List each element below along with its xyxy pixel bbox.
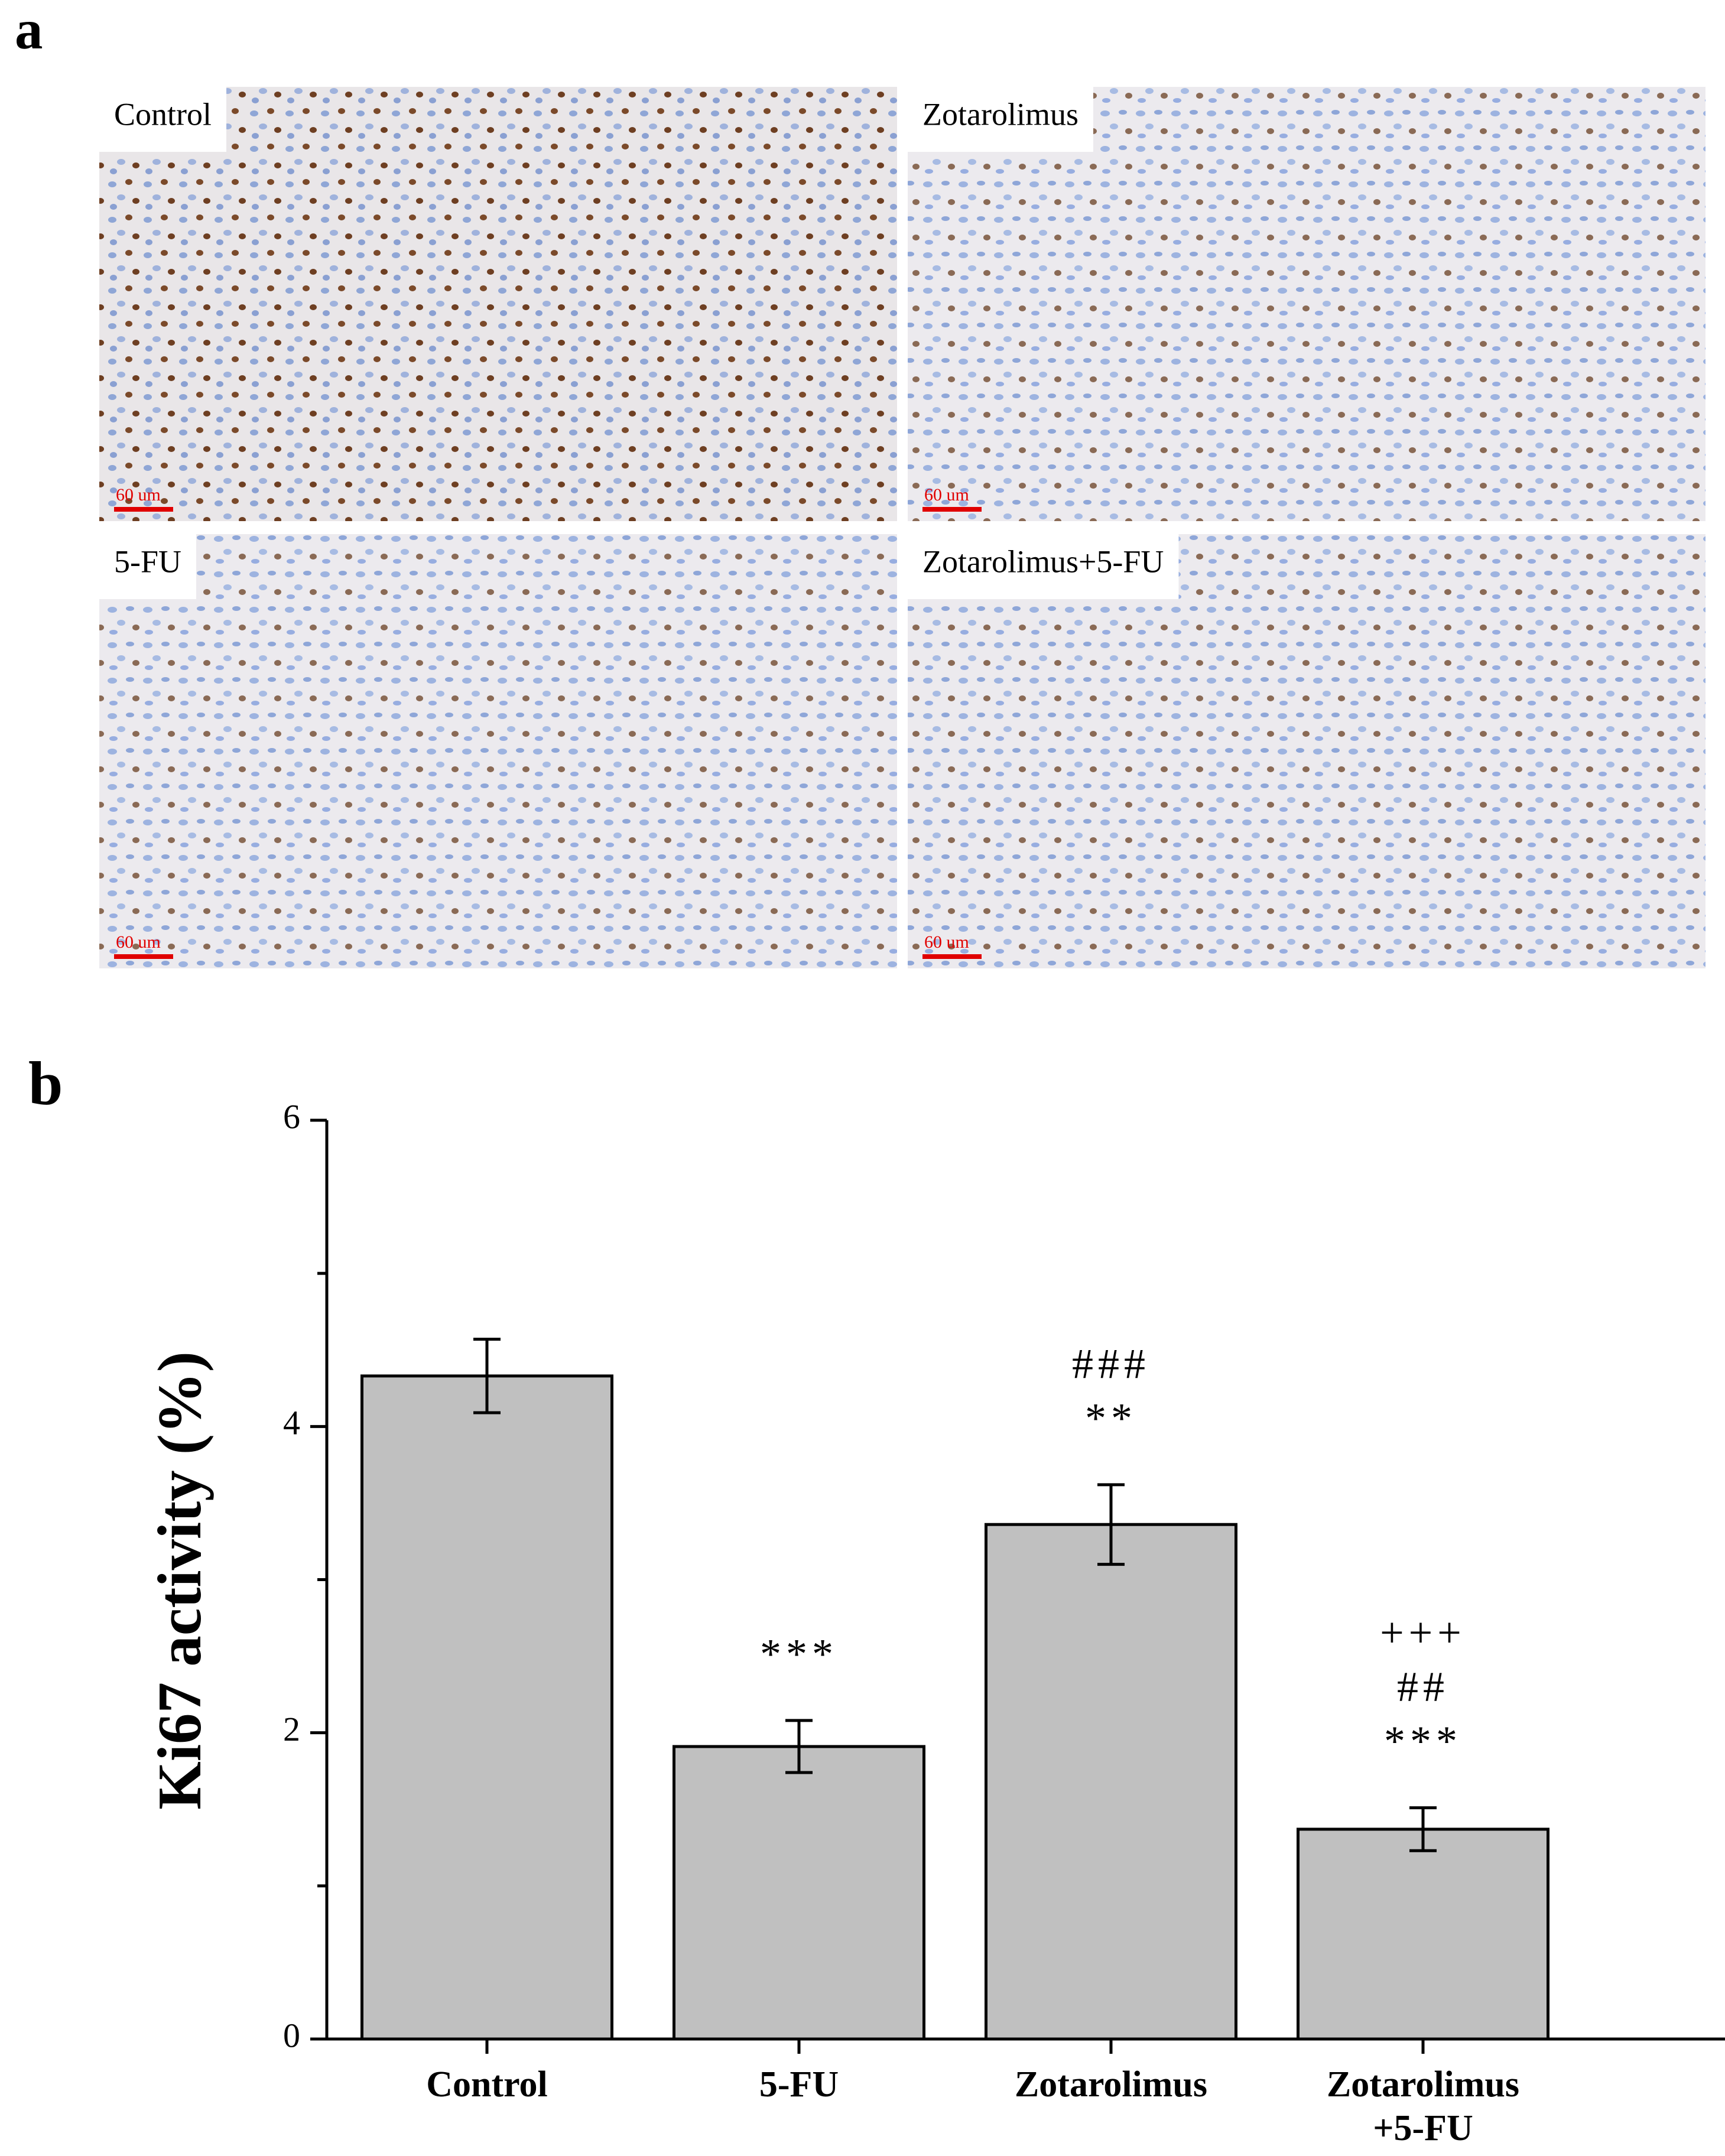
image-label: Zotarolimus+5-FU: [922, 544, 1164, 579]
micrograph: [908, 87, 1705, 521]
significance-mark: ***: [1384, 1718, 1462, 1765]
x-tick-label: Zotarolimus +5-FU: [1326, 2064, 1520, 2148]
x-tick-label: 5-FU: [759, 2064, 839, 2105]
significance-mark: ##: [1397, 1663, 1449, 1711]
micrograph: [908, 534, 1705, 968]
bar: [1297, 1827, 1549, 2041]
label-background: [99, 87, 227, 152]
micrograph: [99, 534, 897, 968]
x-tick-label: Zotarolimus: [1014, 2064, 1208, 2105]
bar: [673, 1745, 925, 2041]
bar: [985, 1523, 1237, 2041]
scale-bar-label: 60 um: [116, 932, 161, 952]
scale-bar-label: 60 um: [924, 932, 969, 952]
image-label: 5-FU: [114, 544, 181, 579]
significance-mark: +++: [1380, 1609, 1466, 1656]
significance-mark: ***: [760, 1630, 838, 1677]
y-tick-label: 0: [283, 2016, 300, 2054]
bar: [360, 1374, 613, 2041]
y-tick-label: 4: [283, 1404, 300, 1442]
y-tick-label: 2: [283, 1710, 300, 1748]
panel-label: b: [28, 1049, 63, 1118]
label-background: [99, 534, 197, 599]
scale-bar-label: 60 um: [924, 485, 969, 505]
y-tick-label: 6: [283, 1097, 300, 1136]
x-tick-label: Control: [426, 2064, 548, 2105]
significance-mark: ###: [1072, 1340, 1150, 1387]
image-label: Zotarolimus: [922, 96, 1078, 132]
panel-label: a: [15, 0, 43, 61]
label-background: [908, 534, 1179, 599]
significance-mark: **: [1085, 1394, 1137, 1442]
label-background: [908, 87, 1093, 152]
image-label: Control: [114, 96, 212, 132]
micrograph: [99, 87, 897, 521]
y-axis-title: Ki67 activity (%): [145, 1351, 214, 1810]
scale-bar-label: 60 um: [116, 485, 161, 505]
